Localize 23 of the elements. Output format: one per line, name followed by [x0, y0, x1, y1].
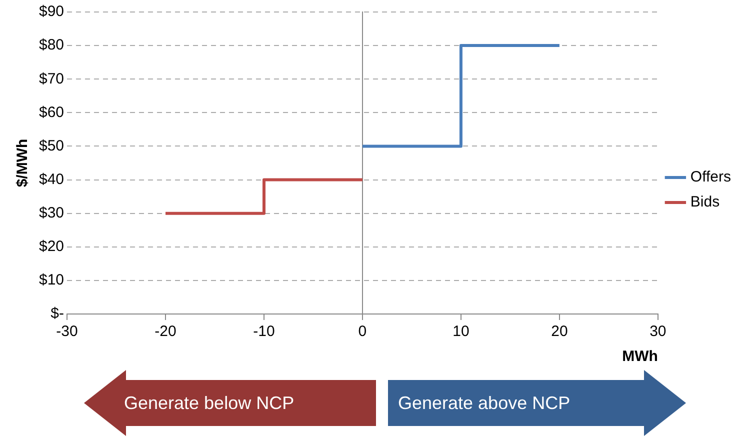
y-tick-label: $10 — [38, 272, 64, 289]
y-tick-label: $60 — [38, 104, 64, 121]
y-tick-label: $- — [50, 305, 64, 322]
legend-label: Bids — [690, 194, 720, 211]
y-tick-label: $40 — [38, 170, 64, 188]
y-tick-label: $90 — [38, 3, 64, 20]
y-tick-label: $80 — [38, 36, 64, 54]
legend-label: Offers — [690, 168, 732, 186]
right-arrow: Generate above NCP — [388, 370, 686, 436]
y-tick-label: $30 — [38, 204, 64, 222]
y-tick-label: $20 — [38, 238, 64, 256]
x-tick-label: 10 — [452, 323, 470, 340]
x-tick-label: 20 — [551, 323, 568, 340]
left-arrow: Generate below NCP — [84, 370, 376, 436]
x-axis-title: MWh — [622, 348, 658, 366]
y-axis-title: $/MWh — [14, 138, 32, 188]
y-tick-label: $70 — [38, 70, 64, 88]
x-tick-label: -20 — [154, 323, 176, 340]
x-tick-label: 0 — [358, 323, 367, 340]
y-tick-label: $50 — [38, 137, 64, 154]
x-tick-label: 30 — [650, 323, 666, 340]
x-tick-label: -10 — [253, 323, 275, 340]
x-tick-label: -30 — [56, 323, 78, 340]
